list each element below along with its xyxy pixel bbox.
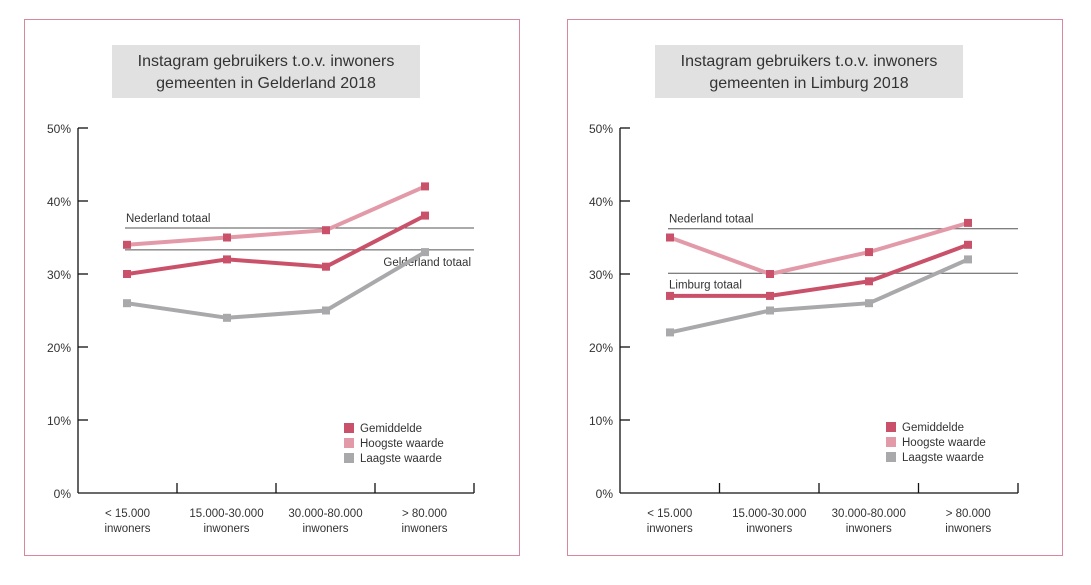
legend-swatch: [344, 438, 354, 448]
legend-label: Laagste waarde: [360, 453, 442, 465]
legend-label: Gemiddelde: [360, 423, 422, 435]
x-tick-label: inwoners: [846, 523, 892, 535]
chart-title-line: gemeenten in Limburg 2018: [709, 75, 908, 92]
data-point: [322, 226, 330, 235]
x-tick-label: inwoners: [104, 523, 150, 535]
y-tick-label: 10%: [47, 414, 71, 428]
legend-swatch: [886, 437, 896, 447]
data-point: [666, 328, 674, 337]
x-tick-label: 30.000-80.000: [832, 508, 906, 520]
data-point: [421, 182, 429, 191]
data-point: [123, 240, 131, 249]
y-tick-label: 50%: [47, 122, 71, 136]
reference-line-label: Nederland totaal: [126, 213, 210, 225]
y-tick-label: 50%: [589, 122, 613, 136]
data-point: [865, 277, 873, 286]
legend-label: Laagste waarde: [902, 452, 984, 464]
x-tick-label: inwoners: [945, 523, 991, 535]
series-line-laagste-waarde: [126, 250, 427, 320]
y-tick-label: 30%: [589, 268, 613, 282]
y-tick-label: 0%: [54, 487, 72, 501]
data-point: [766, 270, 774, 278]
legend-swatch: [344, 423, 354, 433]
data-point: [421, 248, 429, 257]
x-tick-label: > 80.000: [402, 508, 447, 520]
legend-swatch: [886, 452, 896, 462]
data-point: [766, 291, 774, 300]
y-tick-label: 40%: [47, 195, 71, 209]
x-tick-label: > 80.000: [946, 508, 991, 520]
x-tick-label: < 15.000: [647, 508, 692, 520]
y-tick-label: 20%: [47, 341, 71, 355]
x-tick-label: inwoners: [401, 523, 447, 535]
chart-panel-0: Instagram gebruikers t.o.v. inwoners geme…: [24, 19, 520, 556]
data-point: [964, 255, 972, 264]
y-tick-label: 0%: [596, 487, 614, 501]
data-point: [223, 233, 231, 242]
y-tick-label: 30%: [47, 268, 71, 282]
data-point: [421, 211, 429, 220]
x-tick-label: inwoners: [203, 523, 249, 535]
title-box: [112, 45, 420, 98]
chart-title-line: Instagram gebruikers t.o.v. inwoners: [138, 53, 395, 70]
reference-line-label: Limburg totaal: [669, 279, 742, 291]
series-line-hoogste-waarde: [669, 220, 969, 277]
series-line-hoogste-waarde: [126, 184, 426, 247]
legend-label: Gemiddelde: [902, 422, 964, 434]
series-line-gemiddelde: [126, 213, 426, 276]
series-line-gemiddelde: [670, 242, 969, 298]
x-tick-label: < 15.000: [105, 508, 150, 520]
data-point: [123, 270, 131, 278]
chart-title-line: gemeenten in Gelderland 2018: [156, 75, 376, 92]
data-point: [223, 313, 231, 322]
data-point: [322, 306, 330, 315]
data-point: [766, 306, 774, 315]
x-tick-label: 15.000-30.000: [732, 508, 806, 520]
x-tick-label: 15.000-30.000: [189, 508, 263, 520]
data-point: [666, 233, 674, 242]
data-point: [322, 262, 330, 271]
panel-frame: [567, 19, 1063, 556]
y-tick-label: 10%: [589, 414, 613, 428]
x-tick-label: inwoners: [302, 523, 348, 535]
chart-title-line: Instagram gebruikers t.o.v. inwoners: [681, 53, 938, 70]
x-tick-label: 30.000-80.000: [288, 508, 362, 520]
data-point: [964, 218, 972, 227]
legend-swatch: [886, 422, 896, 432]
legend-label: Hoogste waarde: [902, 437, 986, 449]
data-point: [223, 255, 231, 264]
data-point: [666, 291, 674, 300]
chart-panel-1: Instagram gebruikers t.o.v. inwoners geme…: [567, 19, 1063, 556]
data-point: [865, 299, 873, 308]
legend-label: Hoogste waarde: [360, 438, 444, 450]
y-tick-label: 40%: [589, 195, 613, 209]
data-point: [865, 248, 873, 257]
x-tick-label: inwoners: [647, 523, 693, 535]
legend-swatch: [344, 453, 354, 463]
data-point: [123, 299, 131, 308]
series-line-laagste-waarde: [669, 257, 969, 335]
panel-frame: [24, 19, 520, 556]
x-tick-label: inwoners: [746, 523, 792, 535]
reference-line-label: Nederland totaal: [669, 214, 753, 226]
y-tick-label: 20%: [589, 341, 613, 355]
title-box: [655, 45, 963, 98]
data-point: [964, 240, 972, 249]
